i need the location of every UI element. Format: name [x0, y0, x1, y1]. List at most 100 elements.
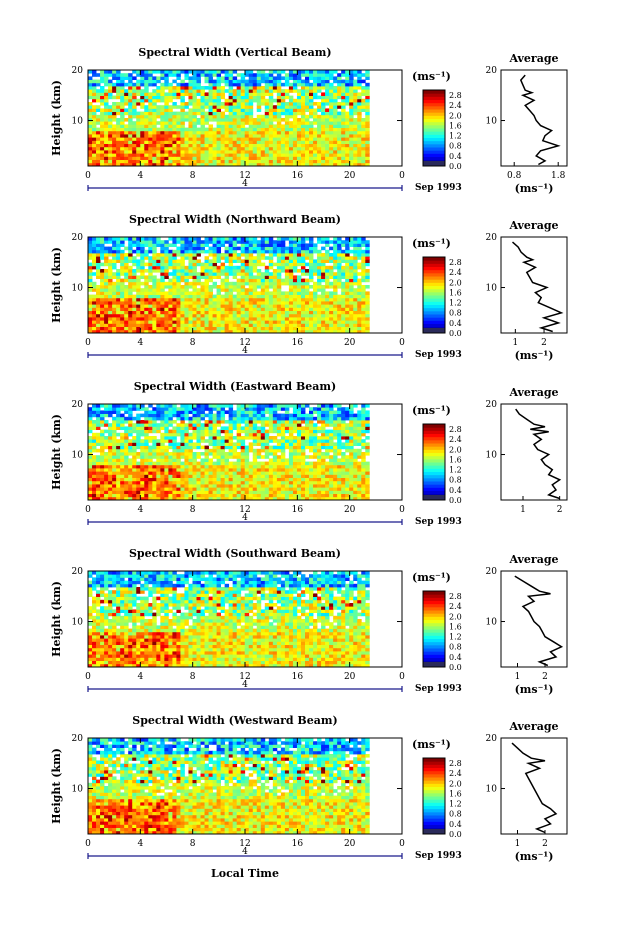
heatmap-cell [241, 311, 245, 315]
heatmap-cell [265, 307, 269, 311]
heatmap-cell [317, 240, 321, 244]
heatmap-cell [349, 291, 353, 295]
heatmap-cell [156, 108, 160, 112]
heatmap-cell [192, 137, 196, 141]
heatmap-cell [229, 301, 233, 305]
heatmap-cell [160, 304, 164, 308]
heatmap-cell [221, 92, 225, 96]
heatmap-cell [285, 323, 289, 327]
heatmap-cell [357, 70, 361, 74]
heatmap-cell [313, 243, 317, 247]
heatmap-cell [92, 86, 96, 90]
heatmap-cell [261, 253, 265, 257]
heatmap-cell [309, 263, 313, 267]
heatmap-cell [172, 484, 176, 488]
heatmap-cell [225, 282, 229, 286]
heatmap-cell [140, 121, 144, 125]
heatmap-cell [285, 124, 289, 128]
heatmap-cell [361, 266, 365, 270]
heatmap-cell [277, 298, 281, 302]
heatmap-cell [345, 131, 349, 135]
heatmap-cell [301, 134, 305, 138]
heatmap-cell [225, 311, 229, 315]
heatmap-cell [329, 487, 333, 491]
heatmap-cell [333, 288, 337, 292]
heatmap-cell [148, 137, 152, 141]
heatmap-cell [188, 320, 192, 324]
heatmap-cell [249, 259, 253, 263]
heatmap-cell [349, 279, 353, 283]
heatmap-cell [156, 298, 160, 302]
y-tick-label: 10 [72, 284, 84, 294]
heatmap-cell [96, 323, 100, 327]
heatmap-cell [361, 121, 365, 125]
colorbar-swatch [423, 112, 445, 116]
heatmap-cell [88, 124, 92, 128]
heatmap-cell [144, 243, 148, 247]
heatmap-cell [88, 96, 92, 100]
heatmap-cell [213, 301, 217, 305]
heatmap-cell [168, 494, 172, 498]
heatmap-cell [213, 285, 217, 289]
heatmap-cell [237, 285, 241, 289]
heatmap-cell [237, 295, 241, 299]
heatmap-cell [128, 307, 132, 311]
heatmap-cell [349, 465, 353, 469]
heatmap-cell [116, 128, 120, 132]
heatmap-cell [160, 275, 164, 279]
heatmap-cell [217, 311, 221, 315]
heatmap-cell [152, 102, 156, 106]
heatmap-cell [180, 465, 184, 469]
heatmap-cell [180, 108, 184, 112]
heatmap-cell [164, 160, 168, 164]
heatmap-cell [160, 266, 164, 270]
heatmap-cell [148, 304, 152, 308]
heatmap-cell [152, 474, 156, 478]
heatmap-cell [213, 494, 217, 498]
heatmap-cell [245, 301, 249, 305]
heatmap-cell [217, 484, 221, 488]
heatmap-cell [341, 275, 345, 279]
heatmap-cell [265, 490, 269, 494]
heatmap-cell [237, 490, 241, 494]
heatmap-cell [132, 259, 136, 263]
heatmap-cell [281, 481, 285, 485]
heatmap-cell [341, 121, 345, 125]
heatmap-cell [265, 474, 269, 478]
heatmap-cell [100, 298, 104, 302]
heatmap-cell [281, 490, 285, 494]
heatmap-cell [365, 275, 369, 279]
heatmap-cell [273, 471, 277, 475]
heatmap-cell [309, 115, 313, 119]
heatmap-cell [321, 73, 325, 77]
heatmap-cell [221, 243, 225, 247]
heatmap-cell [168, 295, 172, 299]
heatmap-cell [321, 240, 325, 244]
heatmap-cell [213, 259, 217, 263]
heatmap-cell [309, 275, 313, 279]
heatmap-cell [120, 243, 124, 247]
heatmap-cell [309, 124, 313, 128]
heatmap-cell [277, 153, 281, 157]
heatmap-cell [160, 134, 164, 138]
heatmap-cell [325, 285, 329, 289]
heatmap-cell [241, 291, 245, 295]
heatmap-cell [273, 83, 277, 87]
heatmap-cell [124, 298, 128, 302]
heatmap-cell [285, 250, 289, 254]
heatmap-cell [281, 137, 285, 141]
heatmap-cell [285, 259, 289, 263]
heatmap-cell [261, 250, 265, 254]
heatmap-cell [317, 124, 321, 128]
heatmap-cell [221, 115, 225, 119]
heatmap-cell [217, 86, 221, 90]
heatmap-cell [289, 73, 293, 77]
heatmap-cell [349, 128, 353, 132]
heatmap-cell [188, 468, 192, 472]
heatmap-cell [281, 311, 285, 315]
heatmap-cell [176, 282, 180, 286]
heatmap-cell [120, 156, 124, 160]
heatmap-cell [265, 237, 269, 241]
heatmap-cell [297, 314, 301, 318]
